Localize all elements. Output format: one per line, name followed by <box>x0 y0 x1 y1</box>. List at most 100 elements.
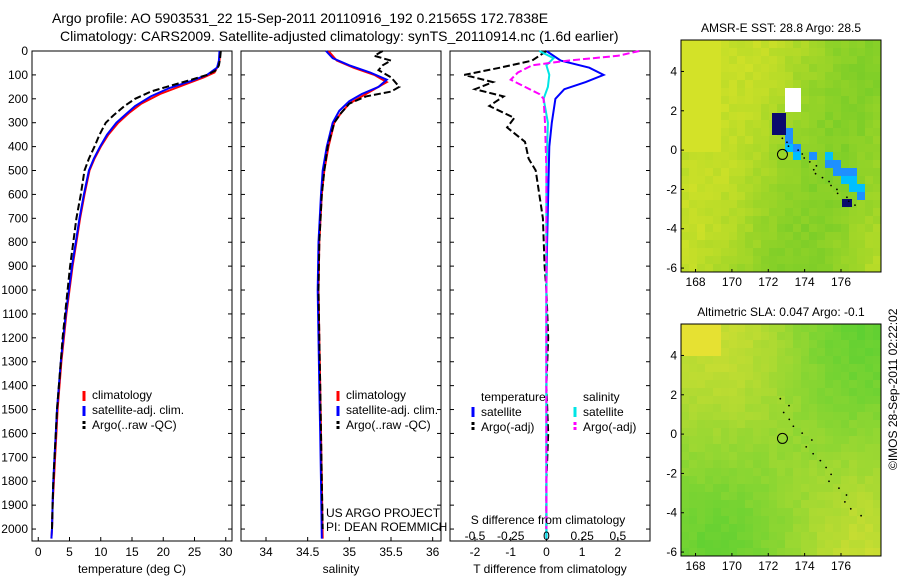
map-cell <box>769 176 777 184</box>
map-cell <box>729 468 737 476</box>
map-cell <box>777 460 785 468</box>
map-cell <box>769 388 777 396</box>
map-cell <box>817 264 825 272</box>
map-cell <box>785 208 793 216</box>
map-cell <box>873 48 881 56</box>
map-cell <box>841 112 849 120</box>
map-cell <box>785 372 793 380</box>
map-cell <box>697 80 705 88</box>
map-cell <box>777 208 785 216</box>
map-cell <box>745 500 753 508</box>
map-cell <box>689 492 697 500</box>
map-cell <box>849 348 857 356</box>
map-cell <box>721 80 729 88</box>
map-cell <box>737 72 745 80</box>
map-cell <box>681 348 689 356</box>
map-cell <box>785 396 793 404</box>
map-cell <box>873 208 881 216</box>
map-cell <box>793 484 801 492</box>
temperature-xlabel: temperature (deg C) <box>78 562 186 576</box>
map-cell <box>857 256 865 264</box>
map-cell <box>801 128 809 136</box>
map-cell <box>769 256 777 264</box>
map-cell <box>825 428 833 436</box>
map-cell <box>801 56 809 64</box>
map-cell <box>769 80 777 88</box>
map-cell <box>721 128 729 136</box>
map-cell <box>857 232 865 240</box>
map-cell <box>793 240 801 248</box>
map-cell <box>753 532 761 540</box>
map-cell <box>841 436 849 444</box>
map-cell <box>769 436 777 444</box>
map-cell <box>697 184 705 192</box>
map-cell <box>825 524 833 532</box>
map-cell <box>873 160 881 168</box>
map-cell <box>729 444 737 452</box>
map-cell <box>793 216 801 224</box>
map-cell <box>793 476 801 484</box>
track-point <box>860 514 862 517</box>
map-cell <box>753 88 761 96</box>
map-cell <box>865 176 873 184</box>
map-cell <box>833 348 841 356</box>
map-cell <box>833 40 841 48</box>
map-cell <box>865 484 873 492</box>
map-cell <box>753 500 761 508</box>
map-cell <box>681 216 689 224</box>
map-cell <box>849 152 857 160</box>
map-cell <box>841 356 849 364</box>
map-cell <box>745 508 753 516</box>
map-cell <box>705 264 713 272</box>
map-cell <box>777 264 785 272</box>
map-cell <box>793 452 801 460</box>
map-cell <box>873 484 881 492</box>
map-cell <box>865 184 873 192</box>
map-cell <box>873 516 881 524</box>
map-cell <box>817 56 825 64</box>
map-cell <box>873 420 881 428</box>
map-cell <box>777 232 785 240</box>
map-cell <box>753 492 761 500</box>
map-cell <box>697 532 705 540</box>
map-cell <box>721 348 729 356</box>
map-cell <box>833 264 841 272</box>
map-cell <box>785 324 793 332</box>
map-cell <box>713 428 721 436</box>
map-cell <box>681 80 689 88</box>
map-cell <box>825 144 833 152</box>
map-cell <box>833 112 841 120</box>
map-cell <box>865 104 873 112</box>
map-cell <box>849 216 857 224</box>
map-cell <box>873 192 881 200</box>
map-cell <box>697 40 705 48</box>
depth-tick-label: 400 <box>8 140 28 154</box>
map-cell <box>785 72 793 80</box>
track-point <box>838 487 840 490</box>
map-cell <box>841 168 849 176</box>
map-cell <box>873 136 881 144</box>
map-cell <box>841 324 849 332</box>
map-cell <box>777 388 785 396</box>
map-cell <box>865 428 873 436</box>
map-cell <box>825 516 833 524</box>
depth-tick-label: 200 <box>8 92 28 106</box>
map-cell <box>697 216 705 224</box>
map-cell <box>761 548 769 556</box>
map-cell <box>713 96 721 104</box>
map-cell <box>809 324 817 332</box>
s-tick-label: -0.25 <box>497 529 525 543</box>
map-cell <box>857 364 865 372</box>
map-cell <box>825 356 833 364</box>
map-cell <box>689 192 697 200</box>
map-cell <box>729 152 737 160</box>
map-cell <box>761 540 769 548</box>
map-cell <box>705 468 713 476</box>
map-cell <box>833 144 841 152</box>
map-cell <box>697 348 705 356</box>
sla_map-frame <box>680 323 882 557</box>
track-point <box>801 153 804 155</box>
map-cell <box>705 476 713 484</box>
map-cell <box>865 516 873 524</box>
